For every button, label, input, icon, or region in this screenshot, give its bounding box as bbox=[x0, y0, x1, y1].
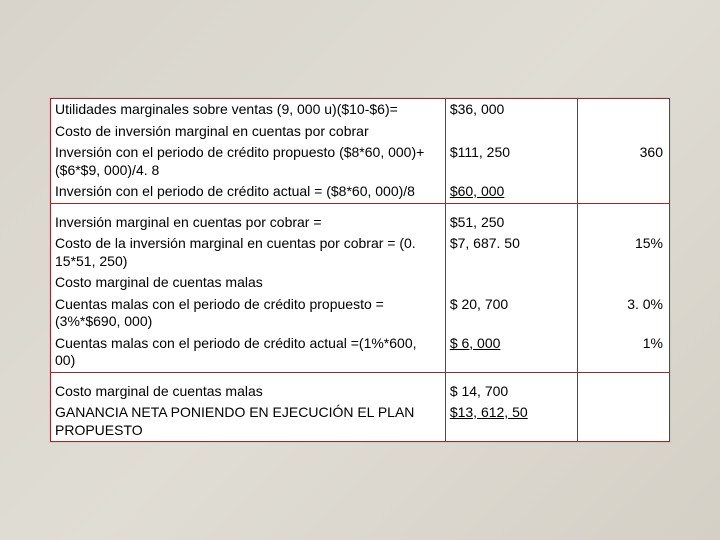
cell-description: Costo marginal de cuentas malas bbox=[51, 272, 446, 294]
financial-table: Utilidades marginales sobre ventas (9, 0… bbox=[50, 98, 670, 442]
cell-percent: 15% bbox=[578, 233, 670, 272]
cell-description: Cuentas malas con el periodo de crédito … bbox=[51, 294, 446, 333]
cell-percent bbox=[578, 203, 670, 233]
cell-value: $13, 612, 50 bbox=[445, 402, 577, 442]
table-row: Costo marginal de cuentas malas$ 14, 700 bbox=[51, 372, 670, 402]
cell-description: Costo marginal de cuentas malas bbox=[51, 372, 446, 402]
cell-value bbox=[445, 272, 577, 294]
table-row: Utilidades marginales sobre ventas (9, 0… bbox=[51, 99, 670, 121]
cell-value: $60, 000 bbox=[445, 181, 577, 203]
table-row: Costo de inversión marginal en cuentas p… bbox=[51, 121, 670, 143]
table-row: Cuentas malas con el periodo de crédito … bbox=[51, 294, 670, 333]
table-row: Inversión con el periodo de crédito actu… bbox=[51, 181, 670, 203]
table-body: Utilidades marginales sobre ventas (9, 0… bbox=[51, 99, 670, 442]
cell-value: $ 6, 000 bbox=[445, 333, 577, 373]
cell-percent bbox=[578, 372, 670, 402]
cell-description: Cuentas malas con el periodo de crédito … bbox=[51, 333, 446, 373]
cell-value: $51, 250 bbox=[445, 203, 577, 233]
cell-value: $7, 687. 50 bbox=[445, 233, 577, 272]
table-row: GANANCIA NETA PONIENDO EN EJECUCIÓN EL P… bbox=[51, 402, 670, 442]
table-row: Inversión marginal en cuentas por cobrar… bbox=[51, 203, 670, 233]
cell-value bbox=[445, 121, 577, 143]
cell-description: Inversión marginal en cuentas por cobrar… bbox=[51, 203, 446, 233]
cell-percent: 360 bbox=[578, 142, 670, 181]
cell-percent: 3. 0% bbox=[578, 294, 670, 333]
cell-description: Costo de inversión marginal en cuentas p… bbox=[51, 121, 446, 143]
cell-description: Costo de la inversión marginal en cuenta… bbox=[51, 233, 446, 272]
table-row: Inversión con el periodo de crédito prop… bbox=[51, 142, 670, 181]
table-row: Costo de la inversión marginal en cuenta… bbox=[51, 233, 670, 272]
cell-description: GANANCIA NETA PONIENDO EN EJECUCIÓN EL P… bbox=[51, 402, 446, 442]
cell-description: Inversión con el periodo de crédito prop… bbox=[51, 142, 446, 181]
table-row: Costo marginal de cuentas malas bbox=[51, 272, 670, 294]
cell-percent: 1% bbox=[578, 333, 670, 373]
cell-percent bbox=[578, 121, 670, 143]
cell-value: $ 20, 700 bbox=[445, 294, 577, 333]
cell-description: Inversión con el periodo de crédito actu… bbox=[51, 181, 446, 203]
cell-value: $36, 000 bbox=[445, 99, 577, 121]
cell-percent bbox=[578, 99, 670, 121]
cell-percent bbox=[578, 402, 670, 442]
cell-percent bbox=[578, 272, 670, 294]
cell-percent bbox=[578, 181, 670, 203]
cell-description: Utilidades marginales sobre ventas (9, 0… bbox=[51, 99, 446, 121]
table-row: Cuentas malas con el periodo de crédito … bbox=[51, 333, 670, 373]
cell-value: $ 14, 700 bbox=[445, 372, 577, 402]
cell-value: $111, 250 bbox=[445, 142, 577, 181]
